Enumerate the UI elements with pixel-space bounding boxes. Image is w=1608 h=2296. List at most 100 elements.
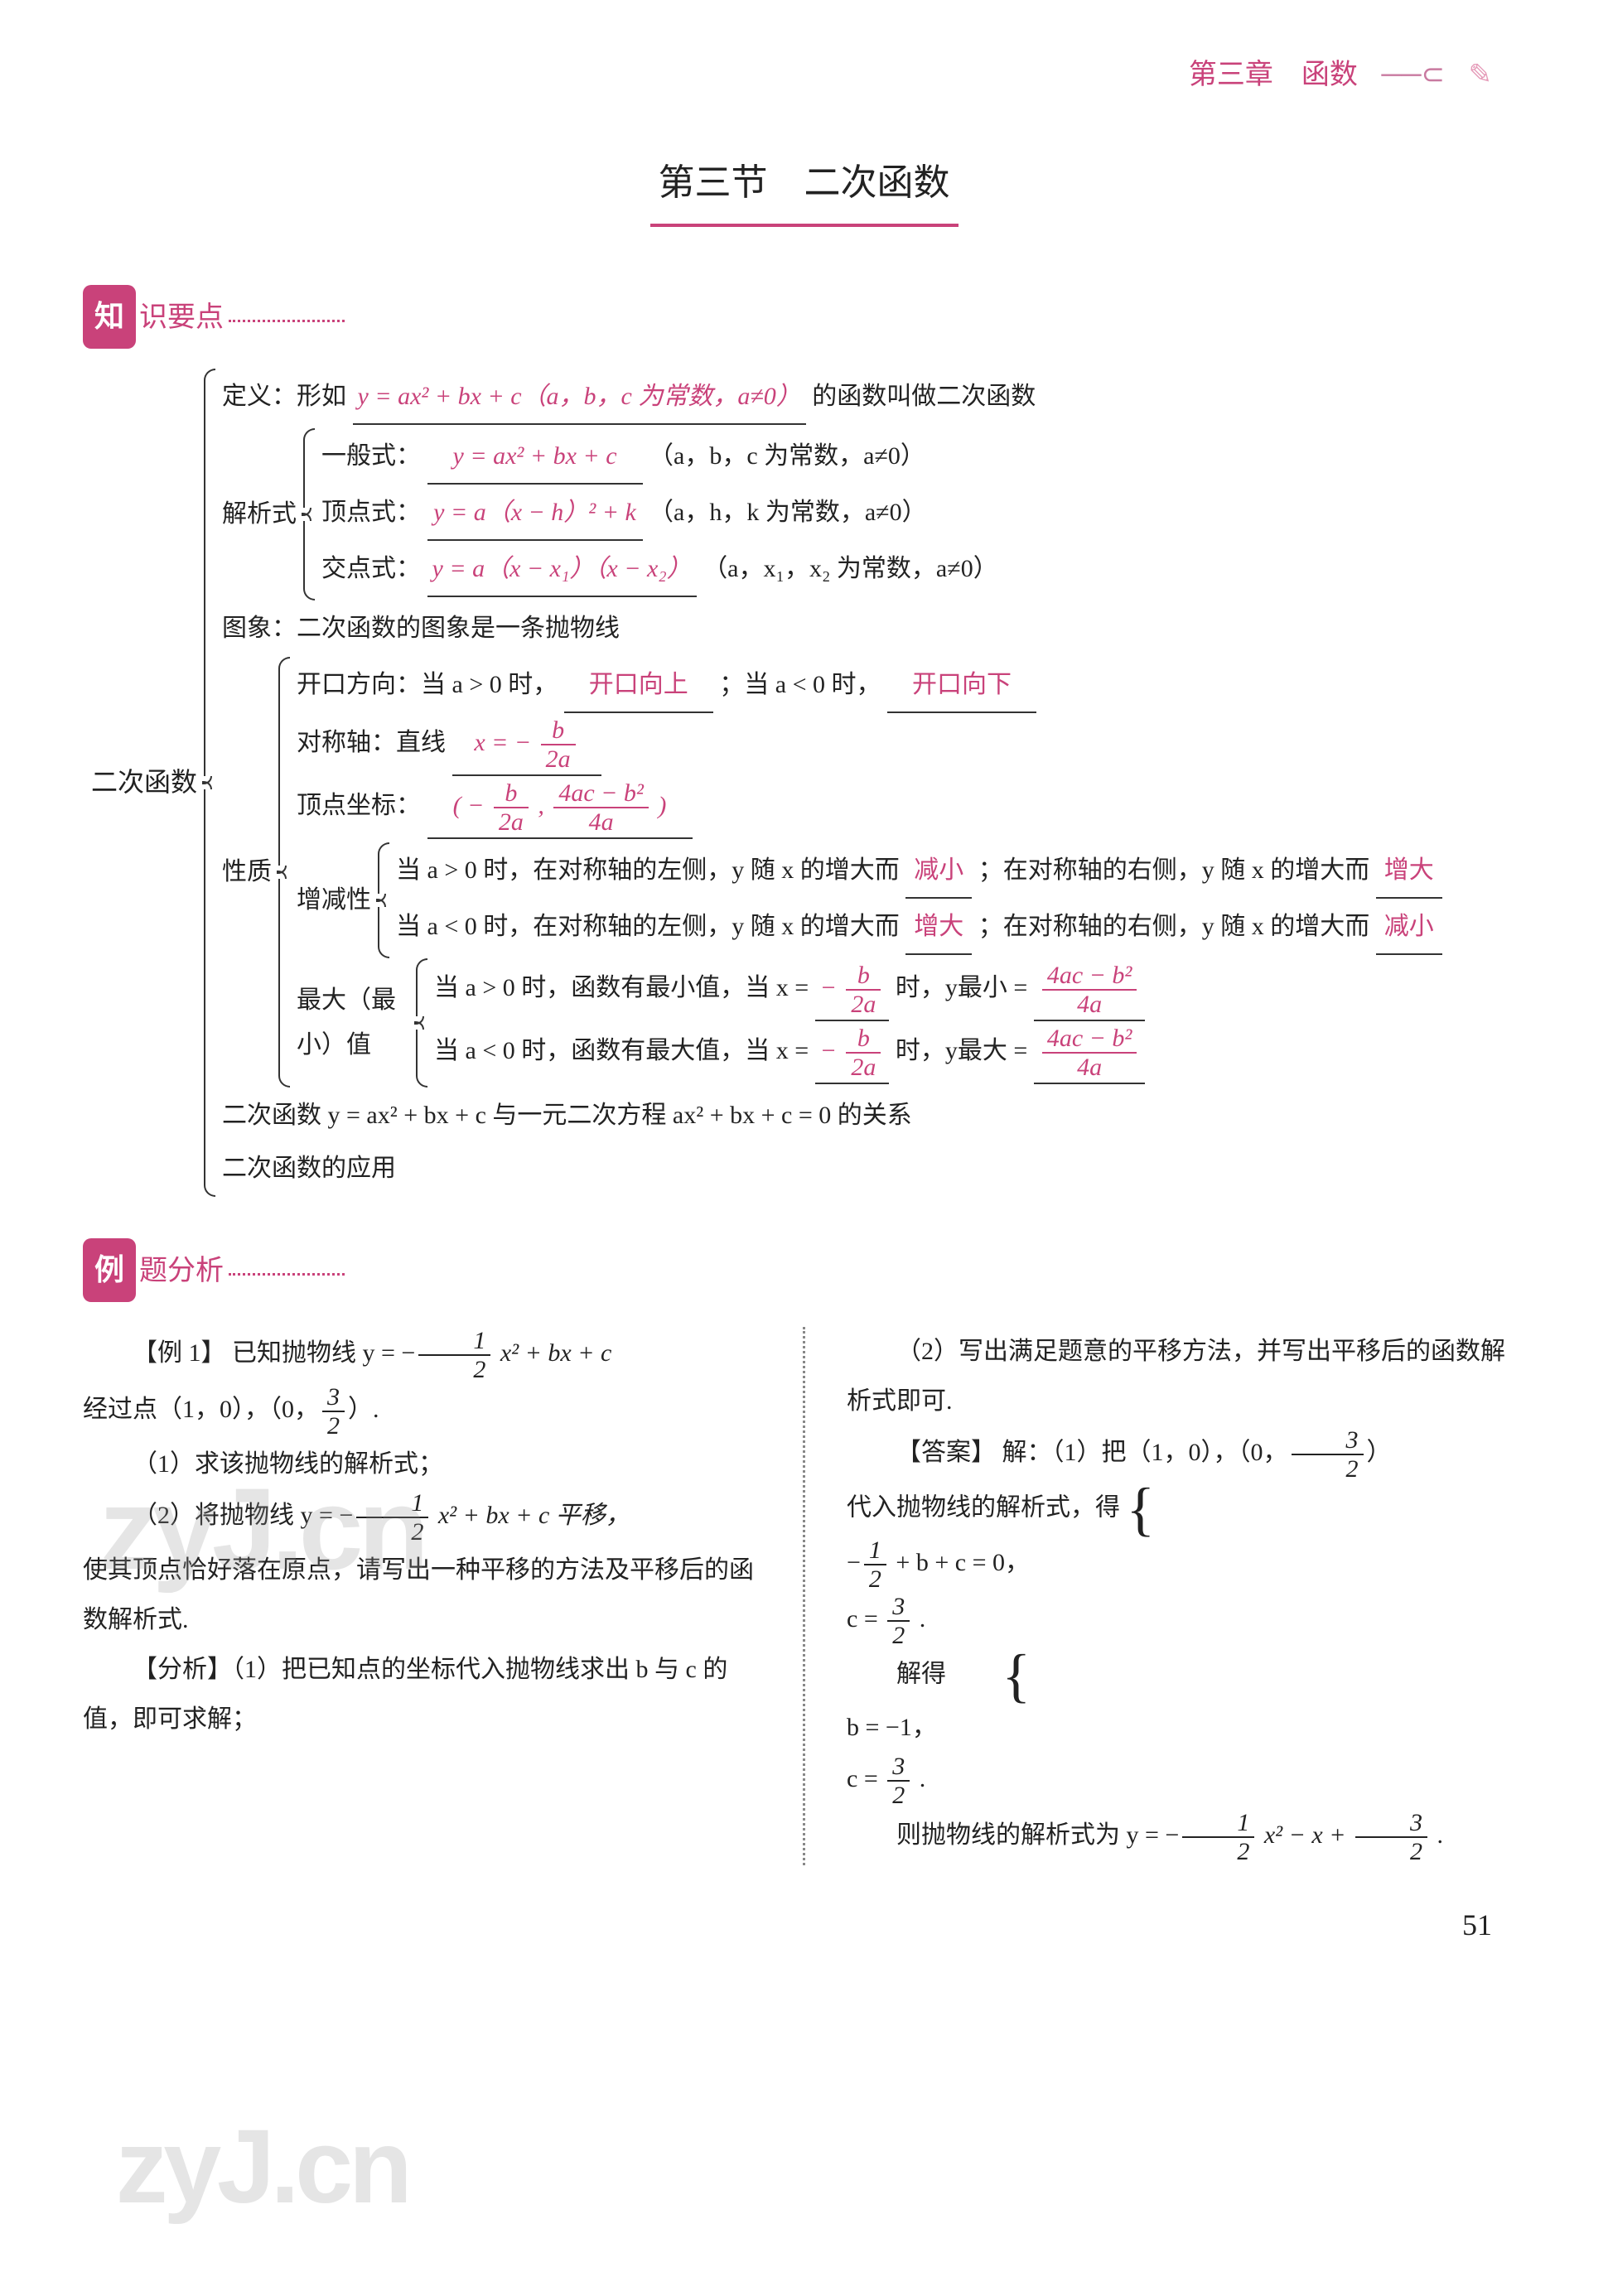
duichen-prefix: 对称轴：直线 bbox=[297, 729, 446, 756]
xingzhi-label: 性质 bbox=[222, 657, 275, 1088]
sol2b: . bbox=[913, 1764, 925, 1792]
sol1: b = −1， bbox=[847, 1703, 1525, 1753]
ex1-label: 【例 1】 bbox=[133, 1339, 226, 1367]
jiede: 解得 { bbox=[847, 1649, 1525, 1703]
zdn-y-num: 4ac − b² bbox=[1042, 1025, 1137, 1054]
section-title: 第三节 二次函数 bbox=[650, 150, 959, 227]
t-d: 2 bbox=[887, 1622, 910, 1649]
dingzuo-row: 顶点坐标： ( − b2a , 4ac − b²4a ) bbox=[297, 779, 1525, 839]
tuxiang-row: 图象：二次函数的图象是一条抛物线 bbox=[222, 604, 1525, 654]
outline-root-label: 二次函数 bbox=[91, 369, 200, 1197]
badge-zhi: 知 bbox=[83, 285, 136, 349]
example-heading: 例题分析 bbox=[83, 1238, 1525, 1302]
column-divider bbox=[803, 1327, 805, 1865]
jiaodian-blank: y = a（x − x₁）（x − x₂） bbox=[427, 544, 697, 597]
pencil-icon: ✎ bbox=[1469, 60, 1493, 90]
dingdian-row: 顶点式： y = a（x − h）² + k （a，h，k 为常数，a≠0） bbox=[321, 488, 1525, 541]
zj-neg-2: ；在对称轴的右侧，y 随 x 的增大而 bbox=[978, 913, 1370, 940]
zd-neg-2: 时，y最大 = bbox=[896, 1037, 1027, 1064]
th-den2: 2 bbox=[1292, 1455, 1364, 1483]
jiaodian-suffix: （a，x₁，x₂ 为常数，a≠0） bbox=[703, 555, 998, 582]
zj-pos-b1: 减小 bbox=[905, 846, 972, 899]
sol2a: c = bbox=[847, 1764, 884, 1792]
zd-pos-2: 时，y最小 = bbox=[896, 974, 1027, 1001]
h-n: 1 bbox=[864, 1536, 886, 1565]
fenxi-label: 【分析】 bbox=[133, 1656, 232, 1683]
def-prefix: 定义：形如 bbox=[222, 383, 346, 410]
f-td: 2 bbox=[1355, 1838, 1427, 1865]
zuida-group: 最大（最小）值 当 a > 0 时，函数有最小值，当 x = − b2a 时，y… bbox=[297, 958, 1525, 1088]
duichen-row: 对称轴：直线 x = − b2a bbox=[297, 716, 1525, 776]
ex1-line1: 【例 1】 已知抛物线 y = −12 x² + bx + c bbox=[83, 1327, 761, 1383]
yiban-row: 一般式： y = ax² + bx + c （a，b，c 为常数，a≠0） bbox=[321, 432, 1525, 485]
right-1: （2）写出满足题意的平移方法，并写出平移后的函数解析式即可. bbox=[847, 1327, 1525, 1426]
case2b: . bbox=[913, 1605, 925, 1633]
def-blank: y = ax² + bx + c（a，b，c 为常数，a≠0） bbox=[353, 372, 806, 425]
sol2: c = 32 . bbox=[847, 1753, 1525, 1809]
zd-pos-y: 4ac − b²4a bbox=[1034, 962, 1146, 1021]
brace-icon bbox=[413, 958, 427, 1088]
ex1-d: ）. bbox=[348, 1396, 379, 1423]
zd-neg-y: 4ac − b²4a bbox=[1034, 1025, 1146, 1084]
left-column: 【例 1】 已知抛物线 y = −12 x² + bx + c 经过点（1，0）… bbox=[83, 1327, 761, 1865]
duichen-pre: x = − bbox=[474, 729, 531, 756]
zdn-x-num: b bbox=[846, 1025, 881, 1054]
zd-y-den: 4a bbox=[1042, 991, 1137, 1018]
dingzuo-prefix: 顶点坐标： bbox=[297, 792, 421, 819]
dotline bbox=[229, 1273, 345, 1276]
zj-pos-1: 当 a > 0 时，在对称轴的左侧，y 随 x 的增大而 bbox=[396, 856, 900, 884]
yiban-suffix: （a，b，c 为常数，a≠0） bbox=[649, 442, 925, 470]
t-n: 3 bbox=[887, 1593, 910, 1622]
final: 则抛物线的解析式为 y = −12 x² − x + 32 . bbox=[847, 1809, 1525, 1865]
zdn-x-den: 2a bbox=[846, 1054, 881, 1081]
zj-neg-b2: 减小 bbox=[1376, 902, 1442, 955]
jiaodian-row: 交点式： y = a（x − x₁）（x − x₂） （a，x₁，x₂ 为常数，… bbox=[321, 544, 1525, 597]
dingdian-suffix: （a，h，k 为常数，a≠0） bbox=[649, 499, 927, 526]
zj-pos-b2: 增大 bbox=[1376, 846, 1442, 899]
zd-x-pre: − bbox=[820, 974, 837, 1001]
badge-zhi-tail: 识要点 bbox=[139, 302, 224, 333]
chapter-header: 第三章 函数 ──⊂ ✎ bbox=[83, 50, 1525, 100]
badge-li-tail: 题分析 bbox=[139, 1256, 224, 1286]
daan-label: 【答案】 bbox=[896, 1439, 996, 1466]
dingdian-blank: y = a（x − h）² + k bbox=[427, 488, 643, 541]
zj-neg-b1: 增大 bbox=[905, 902, 972, 955]
app-row: 二次函数的应用 bbox=[222, 1144, 1525, 1194]
kaikou-mid: ；当 a < 0 时， bbox=[719, 671, 881, 698]
duichen-num: b bbox=[541, 716, 576, 745]
q2c: 使其顶点恰好落在原点，请写出一种平移的方法及平移后的函数解析式. bbox=[83, 1546, 761, 1645]
s-n: 3 bbox=[887, 1753, 910, 1782]
vx-num: b bbox=[494, 779, 529, 808]
zengjian-group: 增减性 当 a > 0 时，在对称轴的左侧，y 随 x 的增大而 减小 ；在对称… bbox=[297, 842, 1525, 958]
daan-1b: ） bbox=[1367, 1439, 1392, 1466]
zj-pos-2: ；在对称轴的右侧，y 随 x 的增大而 bbox=[978, 856, 1370, 884]
outline-root: 二次函数 定义：形如 y = ax² + bx + c（a，b，c 为常数，a≠… bbox=[91, 369, 1525, 1197]
final-b: x² − x + bbox=[1258, 1821, 1352, 1848]
zdn-y-den: 4a bbox=[1042, 1054, 1137, 1081]
kaikou-up-blank: 开口向上 bbox=[564, 660, 713, 713]
zuida-label: 最大（最小）值 bbox=[297, 958, 413, 1088]
vx-den: 2a bbox=[494, 808, 529, 836]
q1: （1）求该抛物线的解析式； bbox=[83, 1440, 761, 1489]
brace-icon bbox=[200, 369, 215, 1197]
dotline bbox=[229, 320, 345, 322]
f-hn: 1 bbox=[1182, 1809, 1254, 1838]
ex1-a: 已知抛物线 y = − bbox=[232, 1339, 415, 1367]
zd-pos-1: 当 a > 0 时，函数有最小值，当 x = bbox=[434, 974, 809, 1001]
h-d: 2 bbox=[864, 1565, 886, 1593]
zd-neg-x: − b2a bbox=[815, 1025, 890, 1084]
duichen-den: 2a bbox=[541, 745, 576, 773]
jiede-text: 解得 bbox=[896, 1660, 946, 1687]
zd-y-num: 4ac − b² bbox=[1042, 962, 1137, 991]
brace-icon bbox=[374, 842, 389, 958]
sol-brace: { bbox=[953, 1649, 1035, 1703]
ex1-c: 经过点（1，0），（0， bbox=[83, 1396, 319, 1423]
page-number: 51 bbox=[83, 1898, 1525, 1952]
f-tn: 3 bbox=[1355, 1809, 1427, 1838]
daan-2: 代入抛物线的解析式，得 { bbox=[847, 1483, 1525, 1536]
right-column: （2）写出满足题意的平移方法，并写出平移后的函数解析式即可. 【答案】 解：（1… bbox=[847, 1327, 1525, 1865]
definition-row: 定义：形如 y = ax² + bx + c（a，b，c 为常数，a≠0） 的函… bbox=[222, 372, 1525, 425]
relation-row: 二次函数 y = ax² + bx + c 与一元二次方程 ax² + bx +… bbox=[222, 1091, 1525, 1141]
zengjian-label: 增减性 bbox=[297, 842, 374, 958]
jiaodian-label: 交点式： bbox=[321, 555, 421, 582]
